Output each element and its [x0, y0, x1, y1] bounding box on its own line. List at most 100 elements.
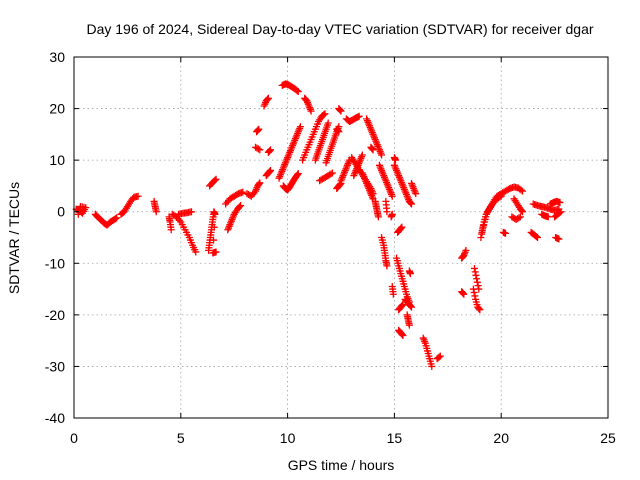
data-point	[293, 87, 301, 95]
data-point	[368, 145, 376, 153]
data-point	[473, 278, 481, 286]
data-point	[252, 143, 260, 151]
data-point	[324, 119, 332, 127]
data-point	[296, 123, 304, 131]
data-point	[334, 127, 342, 135]
data-point	[113, 214, 121, 222]
data-point	[476, 306, 484, 314]
data-point	[471, 292, 479, 300]
data-point	[475, 285, 483, 293]
x-tick-label: 20	[493, 430, 509, 446]
data-point	[294, 170, 302, 178]
data-point	[389, 290, 397, 298]
data-point	[435, 353, 443, 361]
data-point	[544, 213, 552, 221]
data-point	[501, 229, 509, 237]
data-point	[519, 208, 527, 216]
data-point	[167, 226, 175, 234]
data-point	[519, 187, 527, 195]
data-point	[388, 192, 396, 200]
data-point	[383, 262, 391, 270]
data-point	[471, 268, 479, 276]
y-tick-label: 0	[57, 204, 65, 220]
data-point	[212, 175, 220, 183]
data-point	[294, 171, 302, 179]
data-point	[473, 275, 481, 283]
data-point	[335, 128, 343, 136]
data-point	[254, 126, 262, 134]
tick-labels: 0 5 10 15 20 25 -40 -30 -20 -10 0 10 20 30	[45, 49, 616, 446]
x-tick-label: 15	[387, 430, 403, 446]
data-point	[255, 125, 263, 133]
y-tick-label: -30	[45, 358, 65, 374]
data-point	[264, 95, 272, 103]
data-point	[358, 151, 366, 159]
data-point	[237, 202, 245, 210]
data-point	[134, 192, 142, 200]
data-point	[212, 248, 220, 256]
y-tick-label: 20	[49, 101, 65, 117]
data-point	[407, 200, 415, 208]
data-point	[399, 301, 407, 309]
data-point	[294, 88, 302, 96]
data-point	[383, 208, 391, 216]
data-point	[267, 166, 275, 174]
data-point	[407, 302, 415, 310]
data-point	[515, 214, 523, 222]
data-point	[307, 107, 315, 115]
data-point	[406, 270, 414, 278]
data-point	[266, 167, 274, 175]
data-point	[253, 144, 261, 152]
y-axis-label: SDTVAR / TECUs	[6, 182, 22, 294]
data-point	[211, 176, 219, 184]
data-point	[532, 233, 540, 241]
data-point	[239, 188, 247, 196]
data-point	[479, 221, 487, 229]
data-point	[328, 169, 336, 177]
x-tick-label: 5	[177, 430, 185, 446]
x-tick-label: 10	[280, 430, 296, 446]
data-point	[497, 192, 505, 200]
data-point	[518, 207, 526, 215]
data-point	[320, 111, 328, 119]
data-point	[398, 223, 406, 231]
data-point	[556, 198, 564, 206]
data-point	[267, 146, 275, 154]
data-point	[266, 147, 274, 155]
data-point	[470, 289, 478, 297]
data-point	[555, 235, 563, 243]
data-point	[407, 303, 415, 311]
data-point	[472, 271, 480, 279]
data-points	[72, 80, 565, 370]
data-point	[412, 190, 420, 198]
data-point	[398, 331, 406, 339]
data-point	[462, 246, 470, 254]
data-point	[516, 213, 524, 221]
data-point	[255, 180, 263, 188]
chart-title: Day 196 of 2024, Sidereal Day-to-day VTE…	[86, 21, 593, 37]
data-point	[474, 282, 482, 290]
x-tick-label: 25	[600, 430, 616, 446]
data-point	[374, 213, 382, 221]
data-point	[496, 193, 504, 201]
y-tick-label: -20	[45, 307, 65, 323]
data-point	[327, 170, 335, 178]
data-point	[459, 289, 467, 297]
data-point	[471, 264, 478, 272]
y-tick-label: -10	[45, 255, 65, 271]
data-point	[210, 236, 218, 244]
data-point	[475, 305, 483, 313]
data-point	[152, 208, 160, 216]
data-point	[369, 146, 377, 154]
plot-border	[73, 56, 609, 419]
data-point	[321, 110, 329, 118]
data-point	[336, 106, 344, 114]
data-point	[407, 199, 415, 207]
data-point	[517, 186, 525, 194]
data-point	[397, 224, 405, 232]
data-point	[478, 228, 486, 236]
data-point	[210, 223, 218, 231]
y-tick-label: -40	[45, 410, 65, 426]
